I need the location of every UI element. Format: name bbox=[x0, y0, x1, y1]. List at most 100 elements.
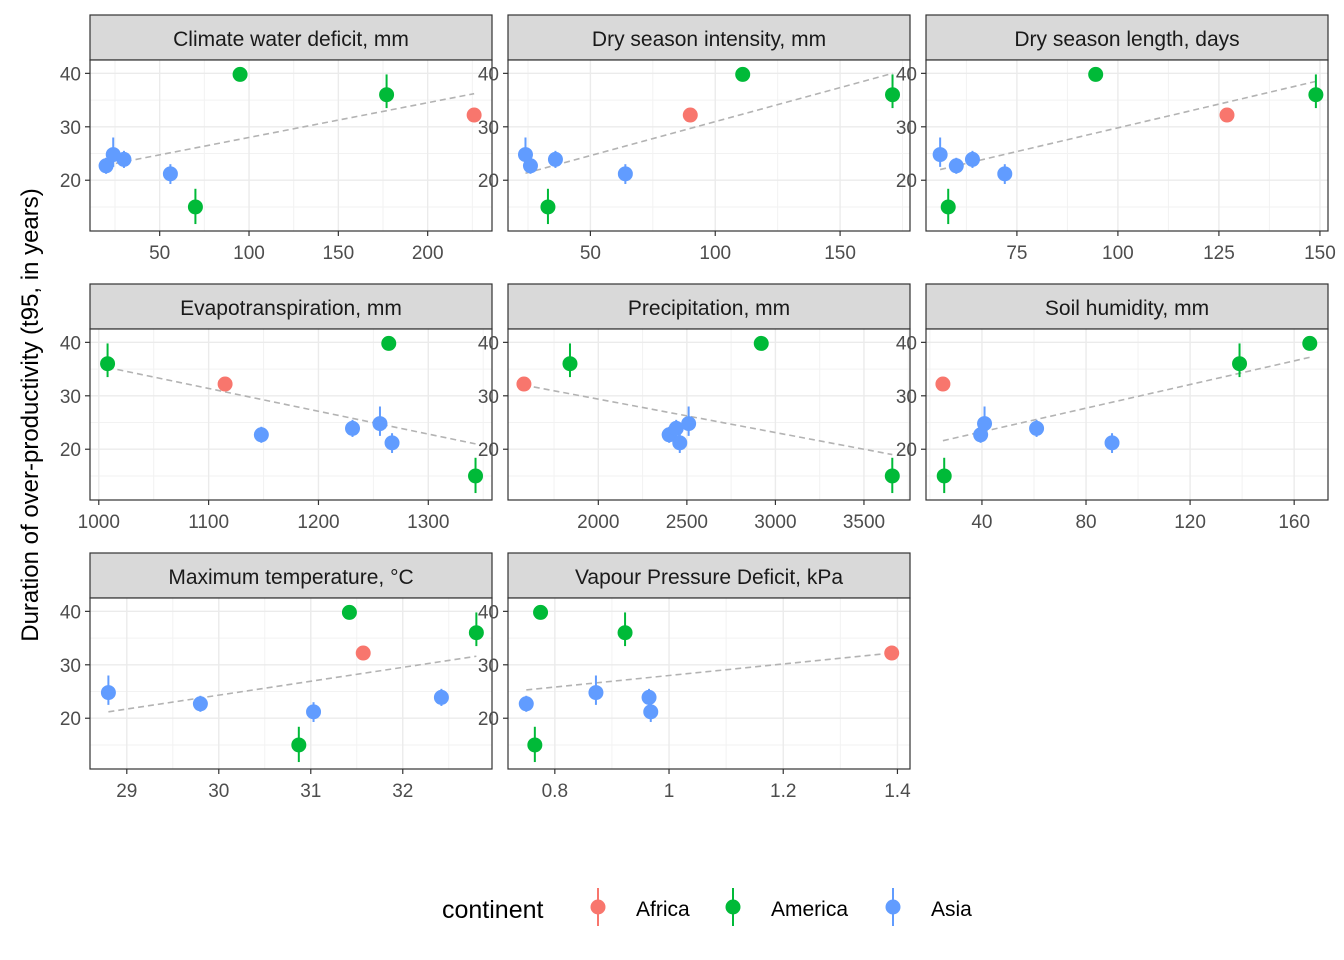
panel-border bbox=[507, 328, 911, 501]
panel-border bbox=[89, 597, 493, 770]
y-tick-label: 20 bbox=[60, 709, 81, 730]
point-marker bbox=[100, 685, 116, 701]
point-marker bbox=[533, 604, 549, 620]
point-marker bbox=[291, 737, 307, 753]
x-tick-label: 80 bbox=[1075, 512, 1096, 533]
point-marker bbox=[884, 468, 900, 484]
data-point bbox=[384, 433, 400, 453]
point-marker bbox=[1219, 107, 1235, 123]
data-point bbox=[588, 675, 604, 705]
point-marker bbox=[997, 166, 1013, 182]
x-tick-label: 3500 bbox=[843, 512, 885, 533]
legend: continent Africa America Asia bbox=[442, 888, 972, 926]
point-marker bbox=[217, 376, 233, 392]
point-marker bbox=[522, 158, 538, 174]
x-tick-label: 100 bbox=[233, 243, 265, 264]
x-tick-label: 1200 bbox=[297, 512, 339, 533]
y-tick-label: 30 bbox=[60, 118, 81, 139]
data-point bbox=[936, 457, 952, 494]
point-marker bbox=[306, 704, 322, 720]
point-marker bbox=[753, 335, 769, 351]
data-point bbox=[735, 66, 751, 82]
data-point bbox=[162, 164, 178, 184]
point-marker bbox=[345, 420, 361, 436]
y-axis-label: Duration of over-productivity (t95, in y… bbox=[17, 188, 44, 642]
x-tick-label: 50 bbox=[149, 243, 170, 264]
point-marker bbox=[468, 625, 484, 641]
x-tick-label: 150 bbox=[824, 243, 856, 264]
data-point bbox=[643, 702, 659, 722]
point-marker bbox=[1308, 87, 1324, 103]
data-point bbox=[1029, 419, 1045, 437]
data-point bbox=[884, 457, 900, 494]
point-marker bbox=[341, 604, 357, 620]
data-point bbox=[522, 157, 538, 174]
data-point bbox=[100, 343, 116, 378]
y-tick-label: 30 bbox=[896, 118, 917, 139]
data-point bbox=[187, 188, 203, 225]
point-marker bbox=[187, 199, 203, 215]
facet-panel: Evapotranspiration, mm 20 30 40 1000 1100 1200… bbox=[60, 283, 493, 533]
data-point bbox=[345, 419, 361, 437]
point-marker bbox=[372, 416, 388, 432]
facet-title: Dry season intensity, mm bbox=[592, 28, 826, 51]
point-marker bbox=[468, 468, 484, 484]
legend-title: continent bbox=[442, 896, 544, 924]
x-tick-label: 50 bbox=[580, 243, 601, 264]
point-marker bbox=[672, 435, 688, 451]
y-tick-label: 30 bbox=[478, 656, 499, 677]
data-point bbox=[562, 343, 578, 378]
point-marker bbox=[935, 376, 951, 392]
y-tick-label: 30 bbox=[60, 387, 81, 408]
facet-strip bbox=[925, 283, 1329, 330]
facet-strip bbox=[507, 14, 911, 61]
data-point bbox=[341, 604, 357, 620]
facet-panel: Maximum temperature, °C 20 30 40 29 30 31 32 bbox=[60, 552, 493, 802]
data-point bbox=[1232, 343, 1248, 378]
point-marker bbox=[384, 435, 400, 451]
trend-line bbox=[939, 80, 1317, 171]
facet-title: Precipitation, mm bbox=[628, 297, 790, 320]
y-tick-label: 40 bbox=[478, 64, 499, 85]
point-marker bbox=[682, 107, 698, 123]
data-point bbox=[116, 150, 132, 168]
x-tick-label: 1.2 bbox=[770, 781, 796, 802]
legend-label: Africa bbox=[636, 898, 690, 921]
x-tick-label: 200 bbox=[412, 243, 444, 264]
point-marker bbox=[588, 685, 604, 701]
facet-title: Evapotranspiration, mm bbox=[180, 297, 402, 320]
plot-background bbox=[90, 329, 492, 500]
trend-line bbox=[526, 652, 892, 691]
legend-label: America bbox=[771, 898, 848, 921]
facet-strip bbox=[89, 552, 493, 599]
point-marker bbox=[116, 151, 132, 167]
data-point bbox=[681, 406, 697, 436]
facet-panel: Dry season intensity, mm 20 30 40 50 100 150 bbox=[478, 14, 911, 264]
plot-background bbox=[508, 60, 910, 231]
y-tick-label: 40 bbox=[60, 64, 81, 85]
data-point bbox=[547, 150, 563, 168]
x-tick-label: 150 bbox=[1304, 243, 1336, 264]
point-marker bbox=[940, 199, 956, 215]
data-point bbox=[641, 688, 657, 706]
legend-key-marker bbox=[590, 899, 606, 915]
data-point bbox=[964, 150, 980, 168]
data-point bbox=[932, 137, 948, 167]
x-tick-label: 120 bbox=[1174, 512, 1206, 533]
facet-strip bbox=[89, 14, 493, 61]
data-point bbox=[217, 376, 233, 392]
x-tick-label: 160 bbox=[1278, 512, 1310, 533]
legend-entry-america: America bbox=[725, 888, 848, 926]
point-marker bbox=[547, 151, 563, 167]
point-marker bbox=[617, 625, 633, 641]
y-tick-label: 40 bbox=[478, 333, 499, 354]
point-marker bbox=[681, 416, 697, 432]
point-marker bbox=[1302, 335, 1318, 351]
point-marker bbox=[232, 66, 248, 82]
data-point bbox=[355, 645, 371, 661]
y-tick-label: 30 bbox=[478, 118, 499, 139]
legend-label: Asia bbox=[931, 898, 972, 921]
data-point bbox=[1308, 74, 1324, 109]
x-tick-label: 1000 bbox=[78, 512, 120, 533]
facet-panel: Soil humidity, mm 20 30 40 40 80 120 160 bbox=[896, 283, 1329, 533]
